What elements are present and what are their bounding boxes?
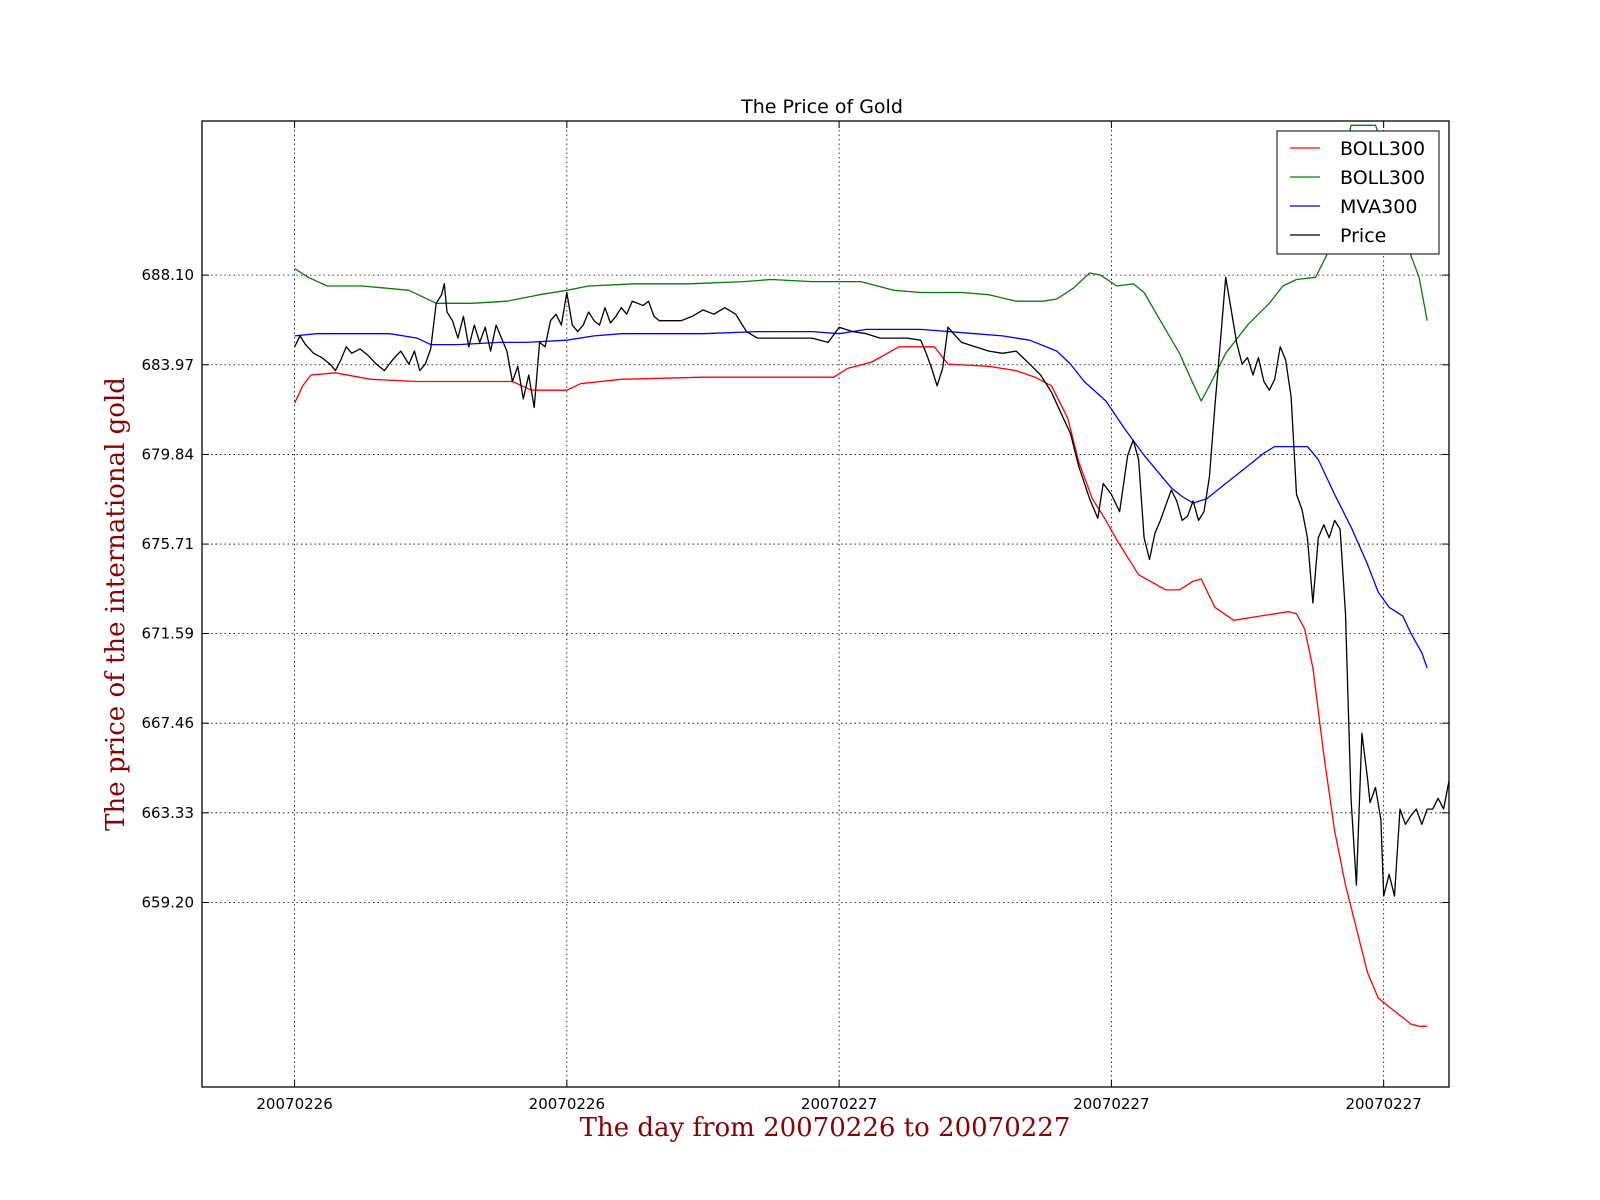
legend-box xyxy=(1276,130,1440,255)
y-tick-label: 663.33 xyxy=(142,804,195,822)
y-tick-label: 671.59 xyxy=(142,625,195,643)
y-axis-label: The price of the international gold xyxy=(101,377,131,831)
x-tick-label: 20070227 xyxy=(1345,1095,1421,1113)
y-tick-label: 683.97 xyxy=(142,356,195,374)
y-tick-label: 675.71 xyxy=(142,535,195,553)
legend-label: BOLL300 xyxy=(1340,167,1425,189)
y-tick-label: 667.46 xyxy=(142,714,195,732)
axis-ticks: 659.20 663.33 667.46 671.59 675.71 679.84 683.… xyxy=(142,121,1449,1113)
x-tick-label: 20070226 xyxy=(529,1095,605,1113)
x-tick-label: 20070227 xyxy=(801,1095,877,1113)
plot-frame xyxy=(201,120,1450,1088)
y-tick-label: 688.10 xyxy=(142,266,195,284)
price-line xyxy=(294,276,1449,897)
legend: BOLL300 BOLL300 MVA300 Price xyxy=(1276,130,1440,255)
x-tick-label: 20070227 xyxy=(1073,1095,1149,1113)
mva-line xyxy=(294,328,1428,669)
legend-label: Price xyxy=(1340,225,1386,247)
chart-title: The Price of Gold xyxy=(740,96,903,118)
legend-label: MVA300 xyxy=(1340,196,1417,218)
y-tick-label: 659.20 xyxy=(142,893,195,911)
grid-lines xyxy=(202,121,1449,1087)
y-tick-label: 679.84 xyxy=(142,445,195,463)
legend-label: BOLL300 xyxy=(1340,138,1425,160)
x-tick-label: 20070226 xyxy=(256,1095,332,1113)
x-axis-label: The day from 20070226 to 20070227 xyxy=(580,1113,1071,1143)
